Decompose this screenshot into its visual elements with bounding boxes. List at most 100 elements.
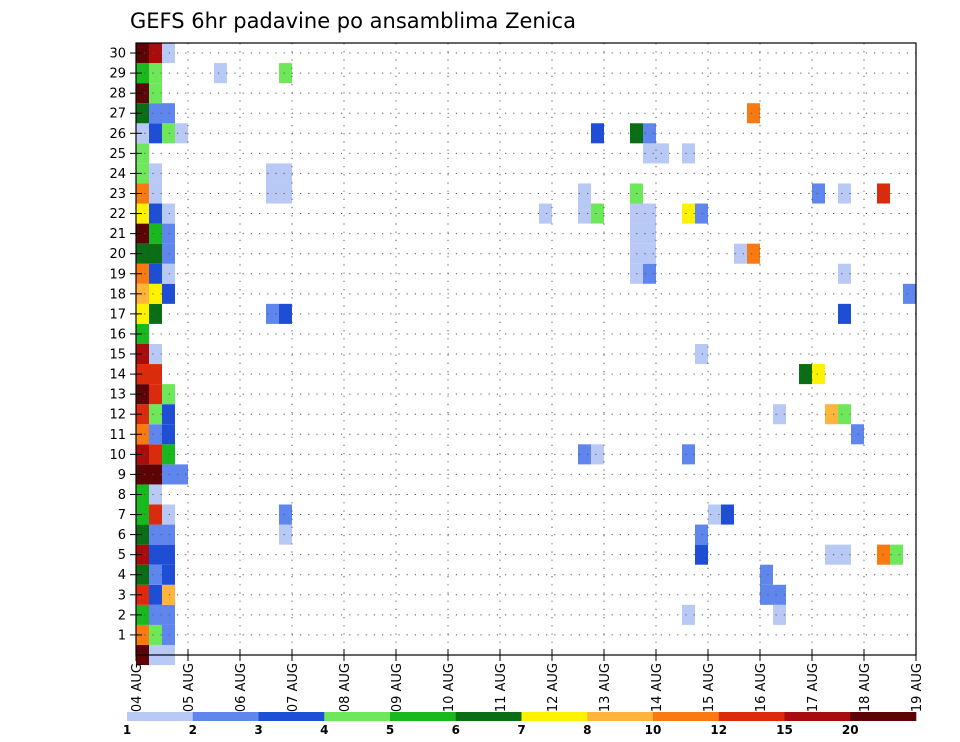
heatmap-cell <box>162 524 175 545</box>
heatmap-cell <box>578 183 591 204</box>
heatmap-cell <box>838 183 851 204</box>
heatmap-cell <box>279 504 292 525</box>
grid-lines <box>136 43 916 655</box>
heatmap-cell <box>162 243 175 264</box>
heatmap-cell <box>695 544 708 565</box>
x-tick-label: 08 AUG <box>338 663 353 712</box>
heatmap-cell <box>149 544 162 565</box>
heatmap-cell <box>136 524 149 545</box>
x-tick-label: 15 AUG <box>702 663 717 712</box>
y-tick-label: 30 <box>109 47 126 62</box>
heatmap-cell <box>838 263 851 284</box>
heatmap-cell <box>149 123 162 144</box>
heatmap-cell <box>162 444 175 465</box>
heatmap-cell <box>136 43 149 64</box>
heatmap-cell <box>136 504 149 525</box>
heatmap-cell <box>266 303 279 324</box>
heatmap-cell <box>773 404 786 425</box>
colorbar-swatch <box>455 712 522 721</box>
heatmap-cell <box>136 203 149 224</box>
heatmap-cell <box>266 163 279 184</box>
heatmap-cell <box>838 303 851 324</box>
heatmap-cell <box>149 524 162 545</box>
heatmap-cell <box>279 524 292 545</box>
heatmap-cell <box>136 604 149 625</box>
heatmap-cell <box>149 424 162 445</box>
heatmap-cell <box>149 63 162 84</box>
heatmap-cell <box>149 243 162 264</box>
colorbar: 1 2 3 4 5 6 7 8 10 12 15 20 <box>123 712 917 737</box>
heatmap-cell <box>136 243 149 264</box>
heatmap-cell <box>136 484 149 505</box>
colorbar-swatch <box>850 712 917 721</box>
heatmap-cell <box>643 143 656 164</box>
heatmap-cell <box>838 404 851 425</box>
y-tick-label: 23 <box>109 187 126 202</box>
heatmap-cell <box>149 484 162 505</box>
y-tick-label: 9 <box>118 468 126 483</box>
y-tick-label: 4 <box>118 568 126 583</box>
y-tick-label: 19 <box>109 267 126 282</box>
heatmap-cell <box>149 404 162 425</box>
colorbar-label: 10 <box>645 723 662 737</box>
heatmap-cell <box>136 143 149 164</box>
colorbar-label: 2 <box>189 723 197 737</box>
x-tick-label: 19 AUG <box>910 663 925 712</box>
heatmap-cell <box>136 564 149 585</box>
colorbar-label: 6 <box>452 723 460 737</box>
x-tick-label: 10 AUG <box>442 663 457 712</box>
colorbar-label: 7 <box>517 723 525 737</box>
heatmap-cell <box>149 604 162 625</box>
colorbar-swatch <box>784 712 851 721</box>
heatmap-cell <box>136 544 149 565</box>
heatmap-cell <box>877 183 890 204</box>
heatmap-cell <box>162 624 175 645</box>
y-tick-label: 13 <box>109 388 126 403</box>
y-tick-label: 8 <box>118 488 126 503</box>
heatmap-cell <box>643 243 656 264</box>
heatmap-cell <box>643 203 656 224</box>
heatmap-cell <box>162 424 175 445</box>
heatmap-cell <box>136 424 149 445</box>
heatmap-cell <box>162 203 175 224</box>
heatmap-cell <box>162 283 175 304</box>
x-tick-label: 07 AUG <box>286 663 301 712</box>
heatmap-cell <box>149 223 162 244</box>
heatmap-cell <box>578 444 591 465</box>
colorbar-label: 5 <box>386 723 394 737</box>
heatmap-cell <box>162 544 175 565</box>
heatmap-cell <box>136 283 149 304</box>
heatmap-cell <box>851 424 864 445</box>
heatmap-cell <box>149 384 162 405</box>
heatmap-cell <box>136 444 149 465</box>
heatmap-cell <box>136 384 149 405</box>
x-tick-label: 13 AUG <box>598 663 613 712</box>
y-tick-label: 18 <box>109 287 126 302</box>
y-tick-label: 15 <box>109 348 126 363</box>
heatmap-cell <box>136 364 149 385</box>
colorbar-swatch <box>390 712 457 721</box>
colorbar-label: 15 <box>776 723 793 737</box>
y-tick-label: 29 <box>109 67 126 82</box>
heatmap-cell <box>149 303 162 324</box>
heatmap-cell <box>162 504 175 525</box>
heatmap-cell <box>149 624 162 645</box>
y-tick-label: 6 <box>118 528 126 543</box>
x-tick-label: 16 AUG <box>754 663 769 712</box>
heatmap-cell <box>591 444 604 465</box>
heatmap-cell <box>149 464 162 485</box>
heatmap-cell <box>162 404 175 425</box>
heatmap-cell <box>279 163 292 184</box>
heatmap-cell <box>214 63 227 84</box>
heatmap-cell <box>539 203 552 224</box>
colorbar-label: 4 <box>320 723 328 737</box>
y-tick-label: 3 <box>118 588 126 603</box>
heatmap-cell <box>747 103 760 124</box>
heatmap-cell <box>149 283 162 304</box>
colorbar-swatch <box>653 712 720 721</box>
y-tick-label: 21 <box>109 227 126 242</box>
heatmap-cell <box>149 163 162 184</box>
heatmap-cell <box>136 404 149 425</box>
heatmap-cell <box>773 604 786 625</box>
